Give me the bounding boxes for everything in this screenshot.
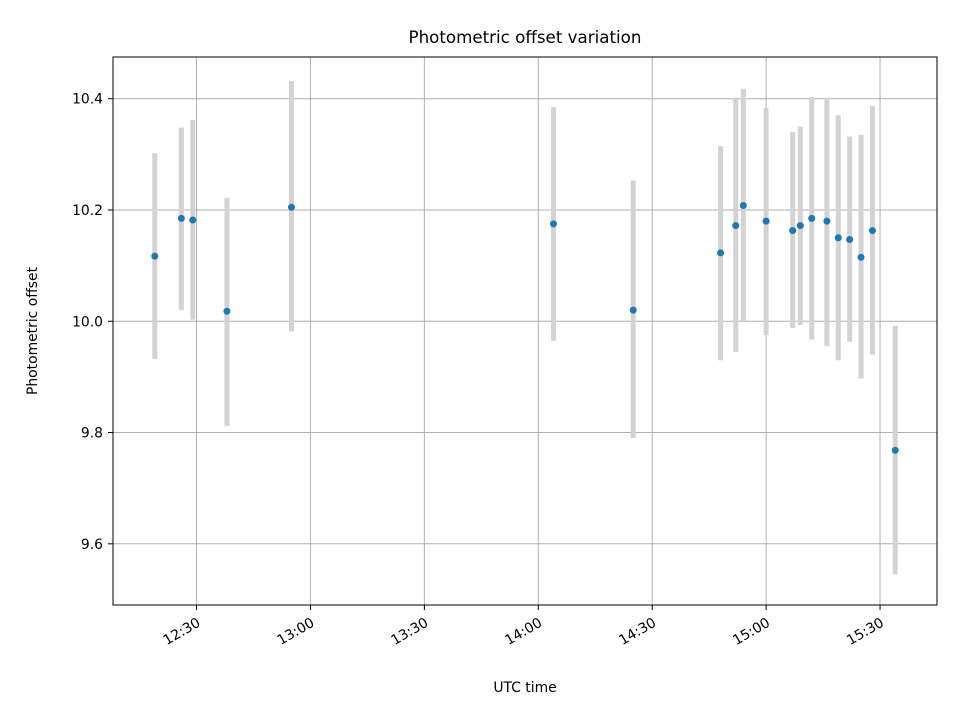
plot-frame: [112, 56, 938, 606]
data-point: [891, 446, 899, 454]
x-axis-label: UTC time: [493, 680, 556, 696]
data-point: [717, 249, 725, 257]
data-point: [846, 235, 854, 243]
data-point: [549, 220, 557, 228]
data-point: [287, 203, 295, 211]
data-point: [789, 227, 797, 235]
data-point: [857, 253, 865, 261]
data-points: [151, 202, 899, 454]
data-point: [808, 214, 816, 222]
data-point: [762, 217, 770, 225]
y-tick-label: 10.4: [72, 92, 103, 108]
data-point: [189, 216, 197, 224]
data-point: [823, 217, 831, 225]
data-point: [177, 214, 185, 222]
data-point: [732, 222, 740, 230]
y-tick-label: 9.6: [81, 537, 103, 553]
data-point: [223, 307, 231, 315]
data-point: [796, 222, 804, 230]
data-point: [834, 234, 842, 242]
data-point: [739, 202, 747, 210]
data-point: [868, 227, 876, 235]
y-tick-label: 10.0: [72, 314, 103, 330]
data-point: [151, 252, 159, 260]
y-axis-ticks: 9.6 9.8 10.0 10.2 10.4: [72, 92, 113, 553]
y-axis-label: Photometric offset: [25, 266, 41, 395]
y-tick-label: 10.2: [72, 203, 103, 219]
y-tick-label: 9.8: [81, 426, 103, 442]
chart-title: Photometric offset variation: [409, 27, 642, 47]
data-point: [629, 306, 637, 314]
